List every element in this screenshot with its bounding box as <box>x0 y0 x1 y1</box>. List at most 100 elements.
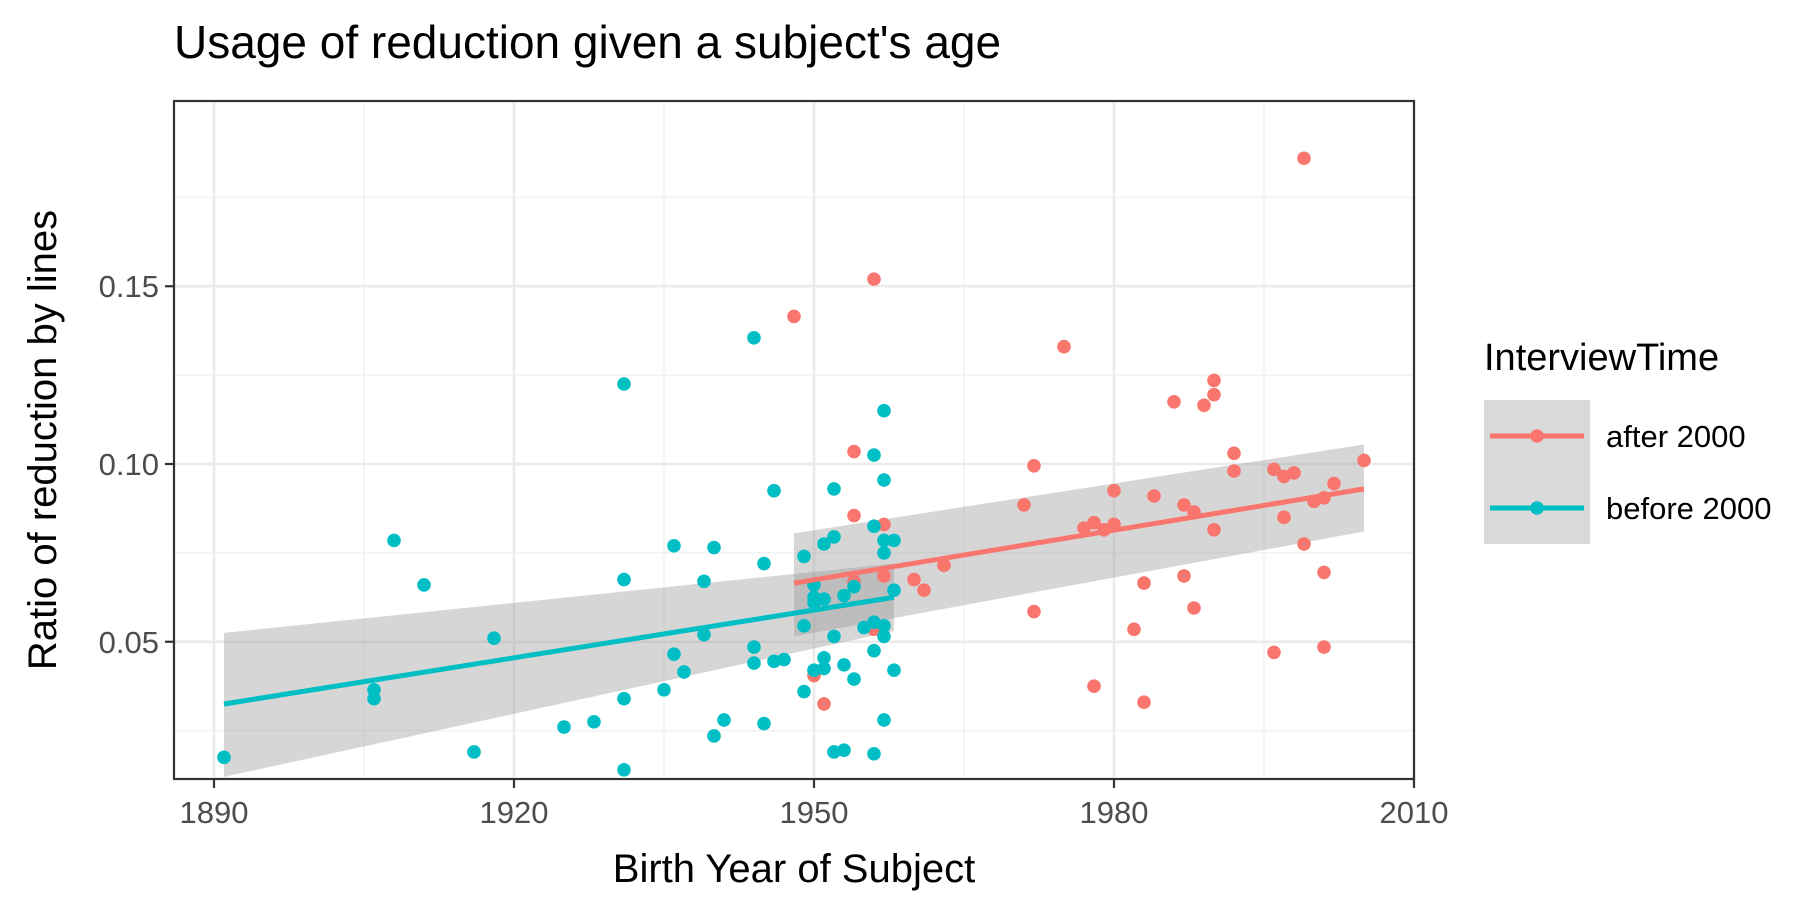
data-point <box>867 746 881 761</box>
x-tick-label: 1980 <box>1080 795 1149 830</box>
data-point <box>817 592 831 606</box>
chart-title: Usage of reduction given a subject's age <box>174 16 1001 68</box>
trend-line <box>223 594 895 707</box>
data-point <box>617 762 631 777</box>
data-point <box>867 519 881 534</box>
panel-border <box>172 99 1416 781</box>
data-point <box>877 618 891 633</box>
x-axis-label: Birth Year of Subject <box>613 847 975 891</box>
data-point <box>1317 640 1331 654</box>
data-point <box>877 533 891 548</box>
data-point <box>827 482 841 496</box>
x-tick-label: 1920 <box>480 795 549 830</box>
data-point <box>1267 462 1281 477</box>
data-point <box>747 640 761 654</box>
data-point <box>907 572 921 587</box>
data-point <box>777 652 791 667</box>
confidence-ribbon <box>224 563 894 777</box>
data-point <box>1297 537 1311 551</box>
data-point <box>817 697 831 711</box>
data-point <box>677 665 691 679</box>
data-point <box>1177 498 1191 512</box>
data-point <box>917 583 931 598</box>
y-axis-label: Ratio of reduction by lines <box>21 210 65 670</box>
data-point <box>1017 498 1031 512</box>
legend-key-background <box>1484 400 1590 544</box>
data-point <box>797 684 811 699</box>
data-point <box>747 330 761 345</box>
data-point <box>467 745 481 759</box>
data-point <box>867 448 881 462</box>
data-point <box>1137 576 1151 590</box>
grid-minor <box>174 101 1414 779</box>
data-point <box>1127 622 1141 637</box>
legend-key-point <box>1530 501 1544 515</box>
data-point <box>367 691 381 706</box>
data-point <box>817 661 831 676</box>
data-point <box>747 656 761 670</box>
data-point <box>1317 565 1331 580</box>
data-point <box>1167 394 1181 409</box>
data-point <box>417 578 431 592</box>
data-point <box>867 643 881 658</box>
data-point <box>887 533 901 548</box>
data-point <box>1027 458 1041 473</box>
data-point <box>847 444 861 459</box>
data-point <box>487 631 501 646</box>
trend-lines <box>223 486 1365 707</box>
data-point <box>557 720 571 734</box>
data-point <box>667 647 681 662</box>
data-point <box>587 714 601 729</box>
data-point <box>707 729 721 743</box>
data-point <box>847 672 861 686</box>
data-point <box>1207 522 1221 537</box>
data-point <box>617 572 631 587</box>
x-tick-label: 2010 <box>1380 795 1449 830</box>
confidence-ribbon <box>794 444 1364 637</box>
data-point <box>1027 604 1041 619</box>
data-point <box>877 473 891 487</box>
data-point <box>387 533 401 548</box>
legend: InterviewTime after 2000 before 2000 <box>1484 337 1771 544</box>
data-point <box>1327 476 1341 491</box>
trend-line <box>793 486 1365 586</box>
data-point <box>817 650 831 665</box>
data-points <box>217 151 1371 777</box>
data-point <box>1057 339 1071 354</box>
data-point <box>217 750 231 765</box>
data-point <box>1297 151 1311 166</box>
data-point <box>1207 373 1221 388</box>
legend-entries: after 2000 before 2000 <box>1490 419 1771 526</box>
x-axis: 1890 1920 1950 1980 2010 <box>180 779 1449 830</box>
y-axis: 0.05 0.10 0.15 <box>99 269 174 660</box>
data-point <box>617 377 631 391</box>
data-point <box>757 716 771 731</box>
data-point <box>877 403 891 418</box>
data-point <box>847 579 861 594</box>
data-point <box>827 629 841 644</box>
y-tick-label: 0.15 <box>99 269 159 304</box>
data-point <box>837 743 851 758</box>
x-tick-label: 1950 <box>780 795 849 830</box>
data-point <box>667 538 681 553</box>
data-point <box>1197 398 1211 413</box>
data-point <box>1107 483 1121 498</box>
data-point <box>797 618 811 633</box>
data-point <box>617 691 631 706</box>
data-point <box>857 620 871 635</box>
data-point <box>877 569 891 583</box>
data-point <box>1187 601 1201 615</box>
data-point <box>1277 510 1291 525</box>
x-tick-label: 1890 <box>180 795 249 830</box>
data-point <box>817 537 831 551</box>
data-point <box>707 540 721 555</box>
data-point <box>887 583 901 598</box>
data-point <box>1227 464 1241 478</box>
legend-entry-label: after 2000 <box>1606 419 1746 454</box>
data-point <box>697 574 711 589</box>
legend-title: InterviewTime <box>1484 337 1719 379</box>
data-point <box>757 556 771 571</box>
data-point <box>767 483 781 498</box>
data-point <box>867 272 881 286</box>
